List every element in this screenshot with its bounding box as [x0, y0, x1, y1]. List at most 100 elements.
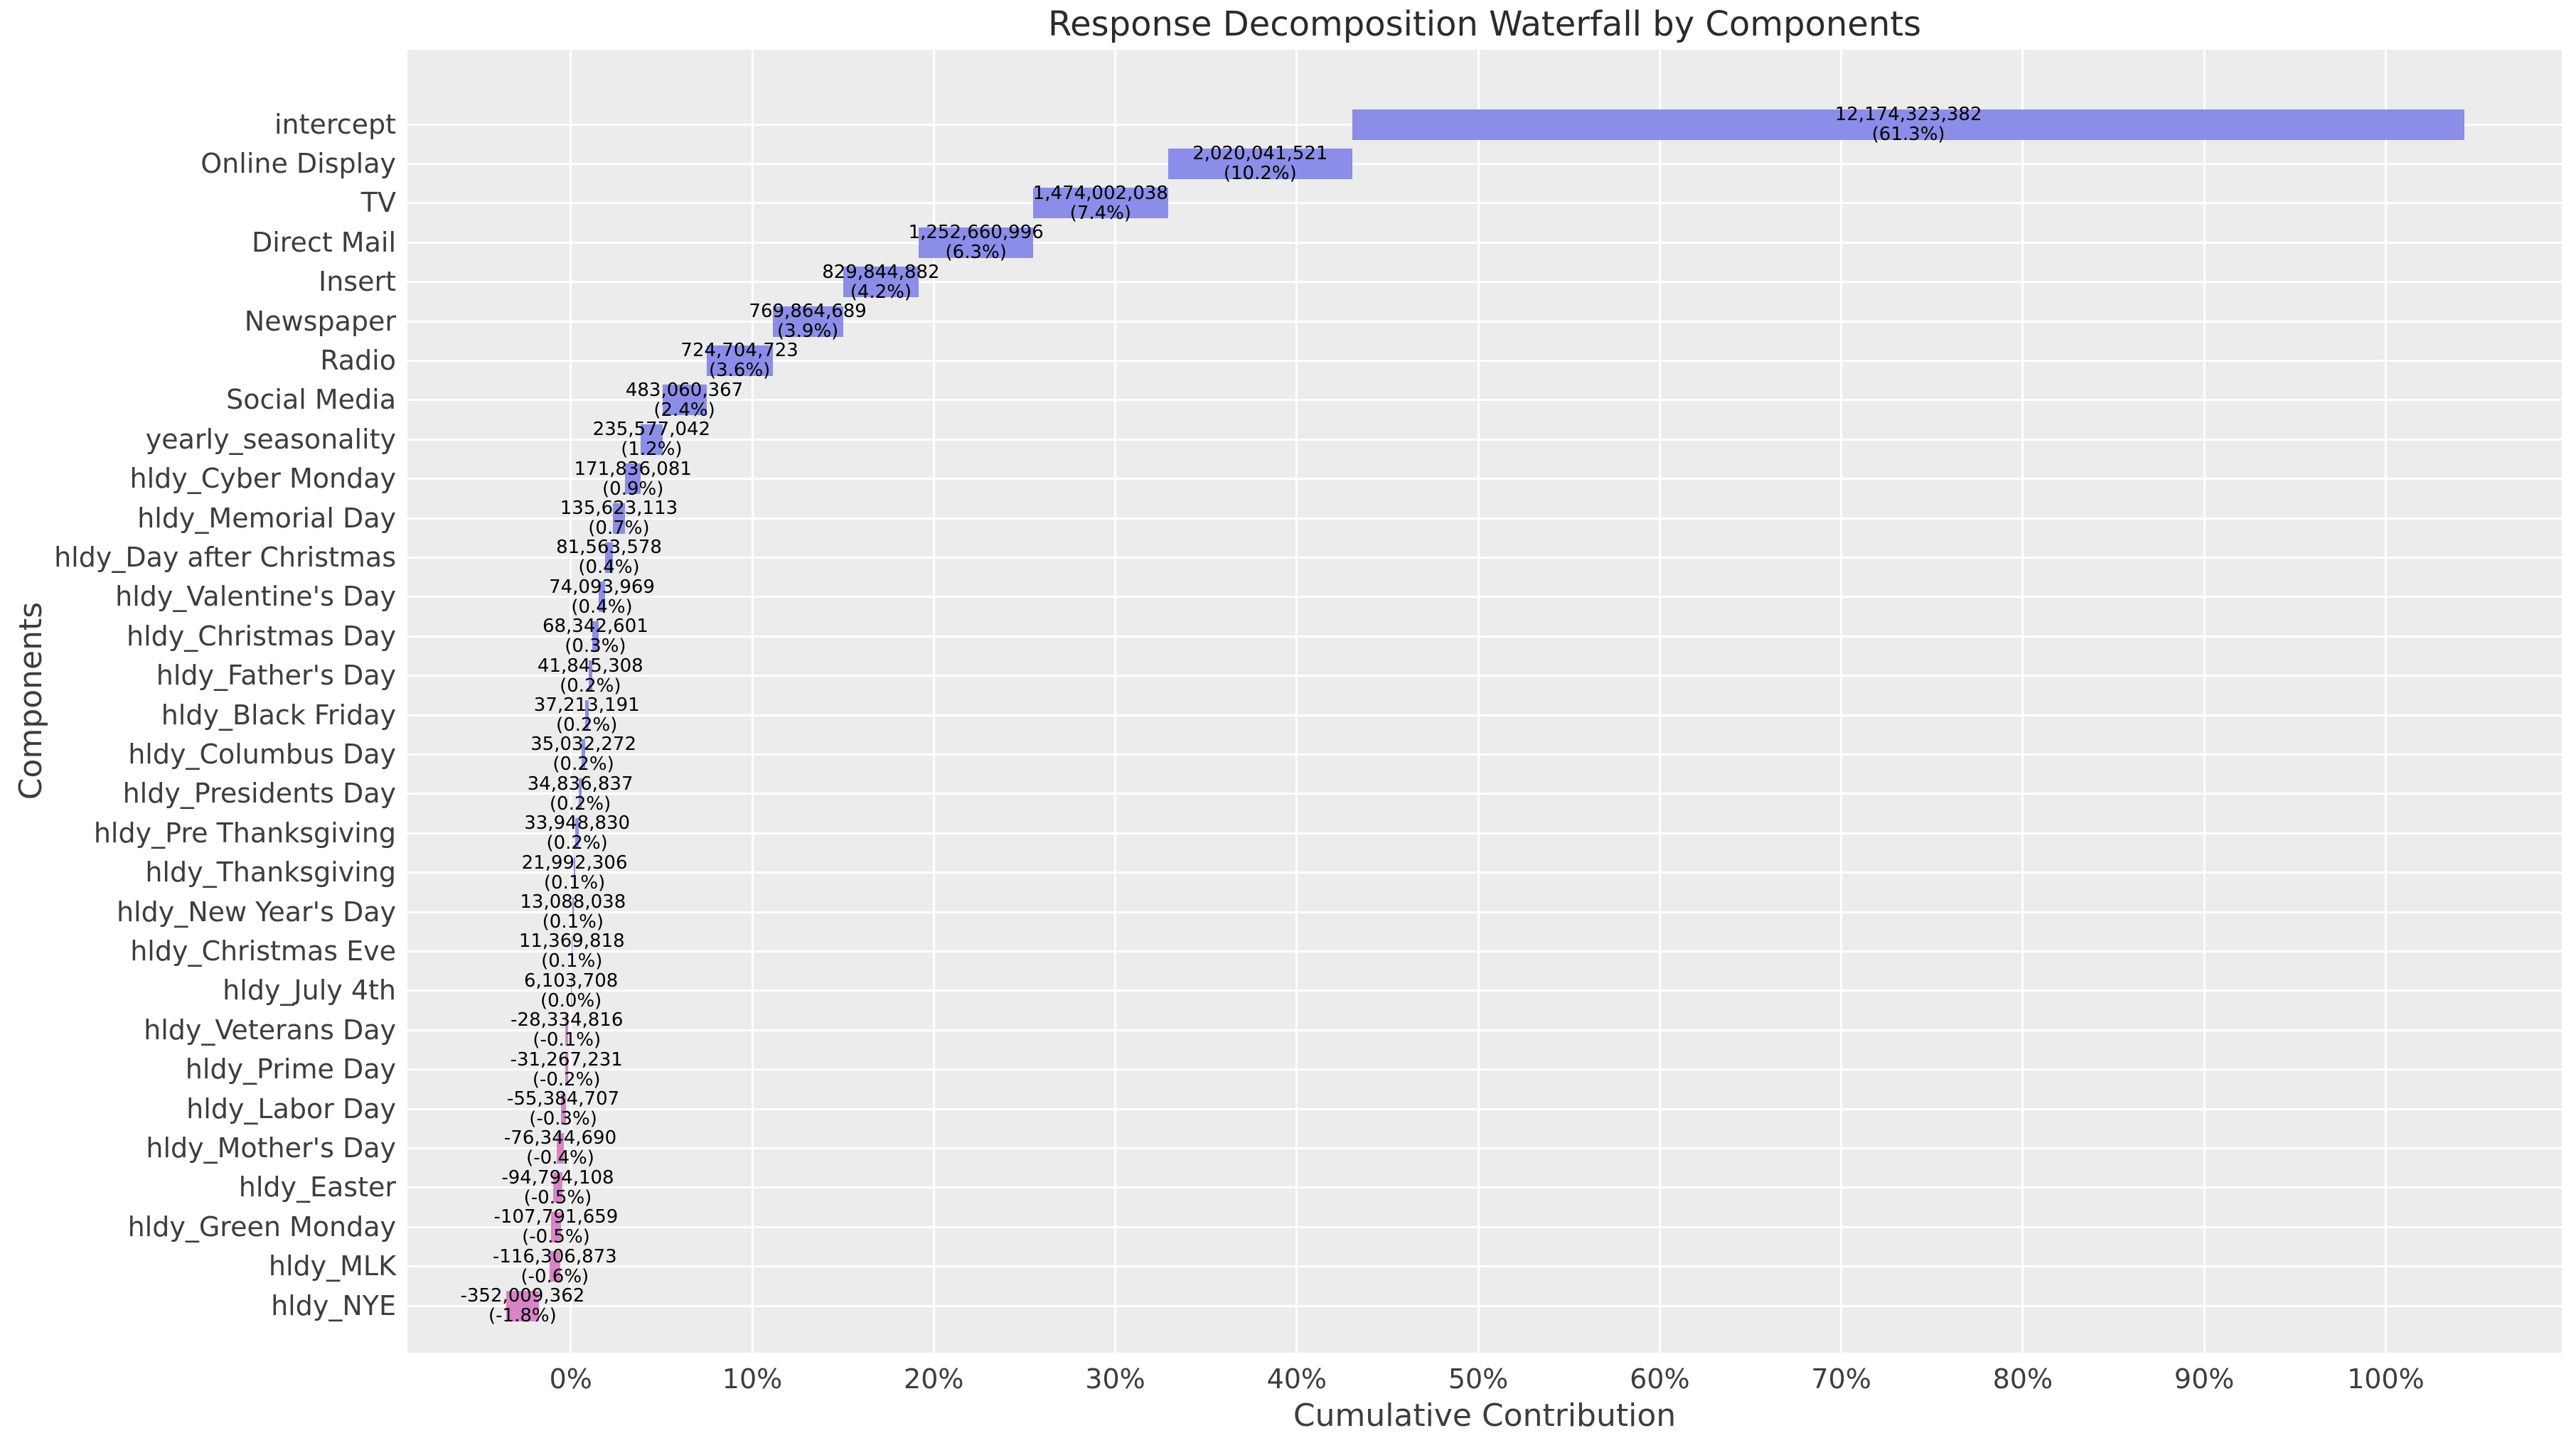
y-tick-label: Insert — [319, 266, 396, 298]
x-tick-label: 100% — [2347, 1363, 2425, 1395]
waterfall-bar — [662, 385, 707, 416]
x-tick-label: 70% — [1811, 1363, 1871, 1395]
waterfall-bar — [578, 778, 582, 810]
y-tick-label: hldy_Easter — [238, 1171, 396, 1203]
gridline-horizontal — [407, 202, 2562, 205]
y-tick-label: hldy_Green Monday — [127, 1211, 396, 1243]
y-axis-title: Components — [13, 601, 49, 800]
y-tick-label: hldy_Valentine's Day — [115, 581, 396, 613]
waterfall-bar — [506, 1290, 539, 1321]
x-tick-label: 0% — [549, 1363, 592, 1395]
gridline-vertical — [1658, 50, 1661, 1353]
x-tick-label: 60% — [1630, 1363, 1690, 1395]
gridline-vertical — [932, 50, 935, 1353]
y-tick-label: Newspaper — [244, 305, 396, 337]
y-tick-label: hldy_July 4th — [223, 975, 396, 1007]
waterfall-bar — [551, 1211, 561, 1243]
y-tick-label: hldy_Mother's Day — [146, 1132, 396, 1164]
gridline-horizontal — [407, 1265, 2562, 1268]
waterfall-bar — [557, 1132, 564, 1164]
gridline-horizontal — [407, 556, 2562, 559]
gridline-vertical — [1840, 50, 1843, 1353]
waterfall-bar — [605, 542, 613, 573]
y-tick-label: hldy_Veterans Day — [144, 1014, 396, 1046]
waterfall-bar — [588, 660, 592, 692]
plot-area: 12,174,323,382 (61.3%) 2,020,041,521 (10.2%… — [407, 50, 2562, 1353]
waterfall-bar — [772, 306, 843, 337]
y-tick-label: hldy_Presidents Day — [122, 778, 396, 810]
gridline-horizontal — [407, 1186, 2562, 1189]
waterfall-bar — [573, 857, 576, 889]
y-tick-label: hldy_Black Friday — [161, 699, 396, 731]
y-tick-label: intercept — [274, 108, 396, 140]
gridline-horizontal — [407, 320, 2562, 323]
gridline-horizontal — [407, 1107, 2562, 1110]
x-tick-label: 20% — [904, 1363, 964, 1395]
y-tick-label: hldy_Pre Thanksgiving — [93, 817, 396, 849]
gridline-horizontal — [407, 1147, 2562, 1149]
x-tick-label: 90% — [2174, 1363, 2235, 1395]
waterfall-bar — [1352, 109, 2465, 140]
gridline-horizontal — [407, 635, 2562, 638]
gridline-horizontal — [407, 793, 2562, 795]
x-tick-label: 30% — [1085, 1363, 1145, 1395]
x-tick-label: 50% — [1448, 1363, 1509, 1395]
y-tick-label: hldy_Thanksgiving — [145, 857, 396, 889]
y-tick-label: hldy_Christmas Eve — [130, 935, 396, 967]
gridline-horizontal — [407, 1225, 2562, 1228]
y-tick-label: hldy_NYE — [271, 1289, 396, 1321]
y-tick-label: hldy_Father's Day — [156, 660, 396, 692]
gridline-horizontal — [407, 1304, 2562, 1307]
x-tick-label: 80% — [1992, 1363, 2053, 1395]
gridline-vertical — [2021, 50, 2024, 1353]
waterfall-bar — [843, 267, 919, 298]
gridline-vertical — [1114, 50, 1117, 1353]
gridline-horizontal — [407, 753, 2562, 756]
waterfall-bar — [570, 975, 572, 1007]
y-tick-label: Direct Mail — [251, 226, 396, 258]
y-tick-label: hldy_Columbus Day — [128, 738, 396, 770]
waterfall-bar — [1033, 188, 1168, 219]
waterfall-bar — [571, 935, 573, 967]
gridline-vertical — [2384, 50, 2387, 1353]
gridline-vertical — [570, 50, 572, 1353]
waterfall-bar — [598, 581, 606, 613]
x-tick-label: 40% — [1266, 1363, 1327, 1395]
y-tick-label: hldy_Day after Christmas — [54, 541, 396, 573]
gridline-horizontal — [407, 989, 2562, 992]
gridline-horizontal — [407, 438, 2562, 441]
waterfall-bar — [549, 1251, 560, 1282]
gridline-horizontal — [407, 1068, 2562, 1071]
waterfall-bar — [575, 817, 579, 849]
x-axis-title: Cumulative Contribution — [1293, 1397, 1677, 1434]
waterfall-bar — [625, 463, 641, 495]
waterfall-bar — [641, 424, 663, 455]
gridline-vertical — [1477, 50, 1480, 1353]
waterfall-bar — [592, 621, 599, 652]
y-tick-label: hldy_Christmas Day — [127, 620, 396, 652]
y-tick-label: hldy_Labor Day — [186, 1093, 396, 1125]
y-tick-label: Social Media — [226, 384, 396, 416]
gridline-horizontal — [407, 162, 2562, 165]
gridline-vertical — [751, 50, 754, 1353]
y-tick-label: TV — [360, 187, 396, 219]
y-tick-label: hldy_Cyber Monday — [129, 463, 397, 495]
y-tick-label: hldy_Prime Day — [185, 1053, 396, 1085]
y-tick-label: hldy_Memorial Day — [137, 502, 396, 534]
x-tick-label: 10% — [722, 1363, 783, 1395]
chart-title: Response Decomposition Waterfall by Comp… — [1047, 4, 1922, 44]
gridline-horizontal — [407, 871, 2562, 874]
y-tick-label: Radio — [320, 344, 396, 376]
gridline-horizontal — [407, 950, 2562, 953]
waterfall-bar — [565, 1054, 568, 1085]
gridline-vertical — [2203, 50, 2206, 1353]
gridline-horizontal — [407, 478, 2562, 481]
waterfall-bar — [612, 503, 626, 534]
waterfall-bar — [706, 345, 773, 376]
y-tick-label: yearly_seasonality — [145, 423, 396, 455]
y-tick-label: hldy_New Year's Day — [116, 896, 396, 928]
waterfall-bar — [582, 739, 585, 770]
gridline-horizontal — [407, 359, 2562, 362]
waterfall-bar — [560, 1093, 566, 1125]
